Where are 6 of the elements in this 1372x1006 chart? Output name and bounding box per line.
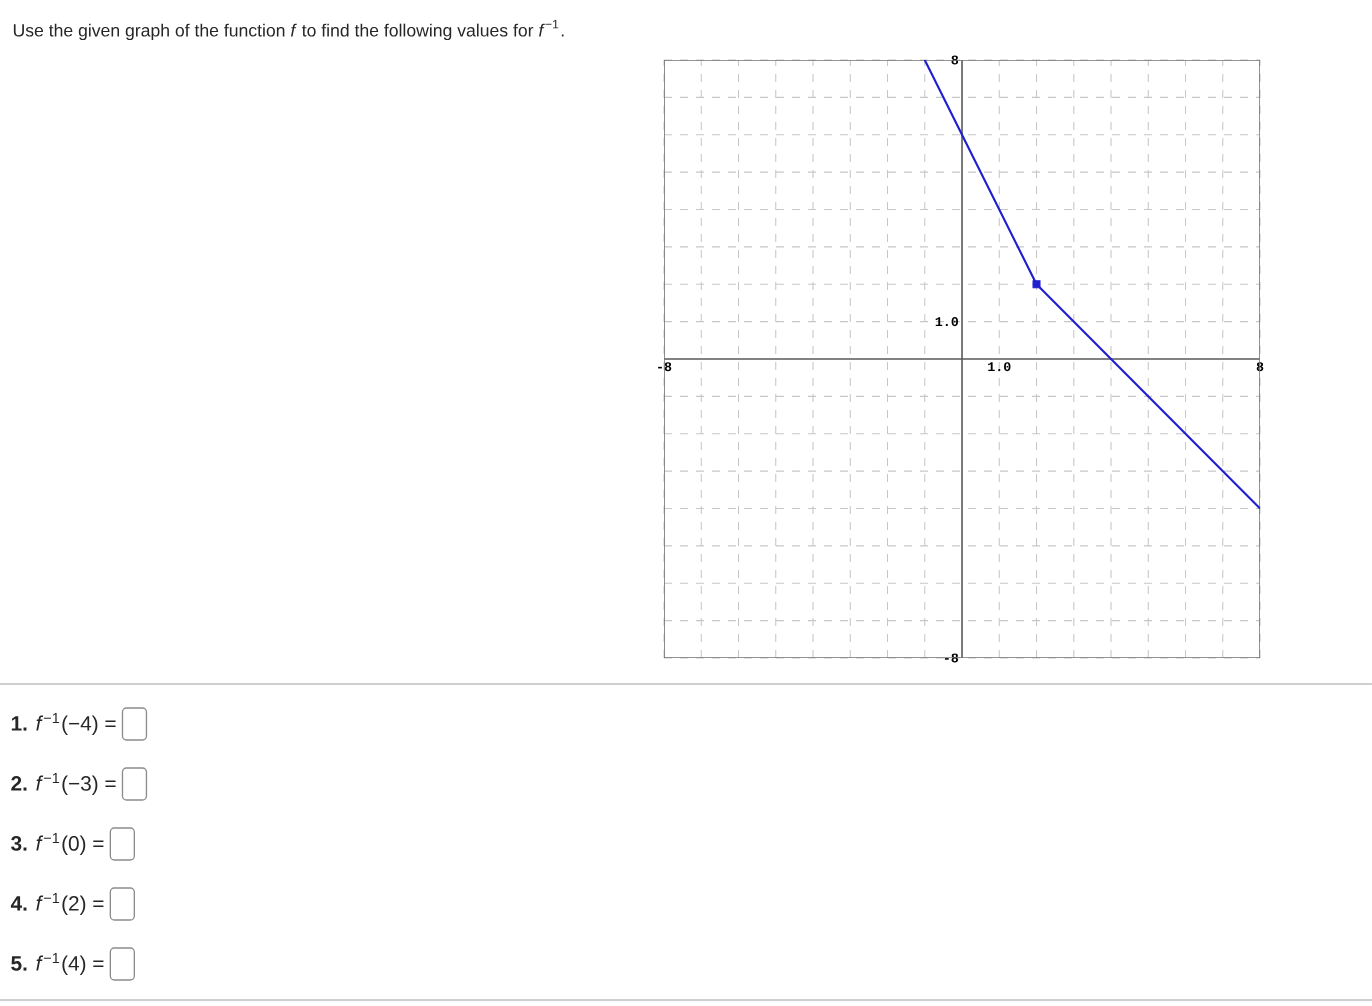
text: 2. f$^{−1}$(−3) = [11, 773, 116, 795]
text: 4. f$^{−1}$(2) = [10, 893, 104, 915]
text: 3. f$^{−1}$(0) = [11, 833, 104, 855]
text: 5. f$^{−1}$(4) = [11, 953, 104, 975]
text: 1. f$^{−1}$(−4) = [11, 713, 116, 735]
text: Use the given graph of the function f to find the following values for f$^{−1}$. [13, 19, 564, 41]
